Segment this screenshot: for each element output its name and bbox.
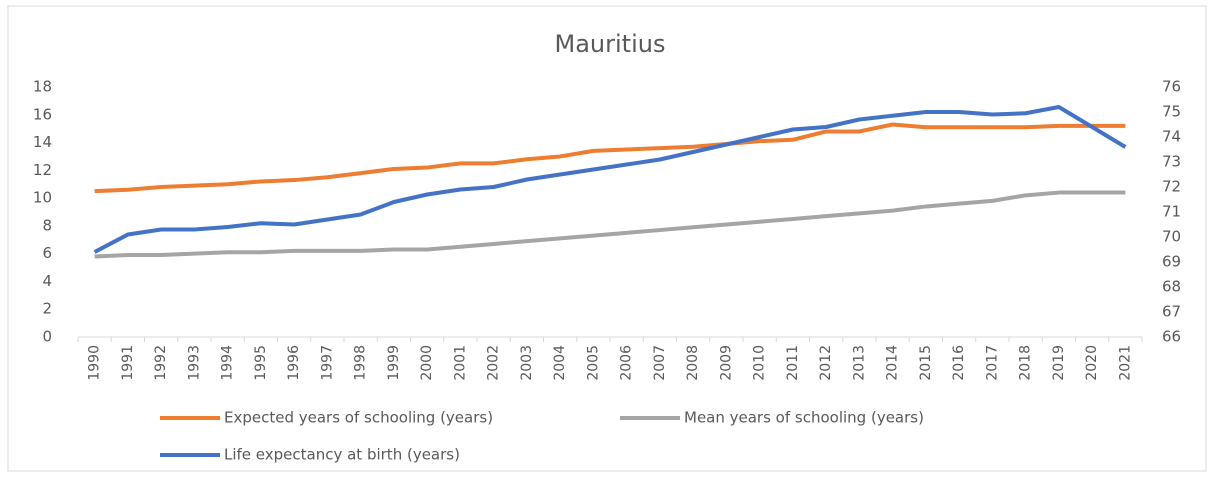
y2-tick-label: 66 (1162, 328, 1181, 346)
legend-label: Life expectancy at birth (years) (224, 446, 460, 464)
x-tick-label: 2012 (818, 345, 834, 381)
x-tick-label: 2016 (951, 345, 967, 381)
x-tick-label: 2010 (752, 345, 768, 381)
x-tick-label: 1999 (386, 345, 402, 381)
y-tick-label: 10 (33, 189, 52, 207)
y-tick-label: 6 (42, 244, 52, 262)
x-tick-label: 1996 (286, 345, 302, 381)
x-tick-label: 1993 (186, 345, 202, 381)
x-tick-label: 1992 (153, 345, 169, 381)
chart-title: Mauritius (555, 30, 666, 58)
x-tick-label: 2011 (785, 345, 801, 381)
x-tick-label: 2000 (419, 345, 435, 381)
series-line (94, 190, 1126, 259)
x-tick-label: 2018 (1018, 345, 1034, 381)
x-tick-label: 2009 (718, 345, 734, 381)
y2-tick-label: 72 (1162, 178, 1181, 196)
y2-tick-label: 76 (1162, 78, 1181, 96)
y2-tick-label: 70 (1162, 228, 1181, 246)
x-tick-label: 2004 (552, 345, 568, 381)
legend-label: Mean years of schooling (years) (684, 409, 924, 427)
x-tick-label: 2001 (452, 345, 468, 381)
y2-tick-label: 71 (1162, 203, 1181, 221)
y-tick-label: 14 (33, 133, 52, 151)
y-tick-label: 2 (42, 300, 52, 318)
y2-tick-label: 68 (1162, 278, 1181, 296)
x-tick-label: 2019 (1051, 345, 1067, 381)
series-line (93, 105, 1127, 254)
y-tick-label: 4 (42, 272, 52, 290)
x-tick-label: 2002 (486, 345, 502, 381)
y2-tick-label: 67 (1162, 303, 1181, 321)
x-tick-label: 1998 (353, 345, 369, 381)
y-tick-label: 12 (33, 161, 52, 179)
y-tick-label: 0 (42, 328, 52, 346)
x-tick-label: 1995 (253, 345, 269, 381)
x-tick-label: 1997 (319, 345, 335, 381)
x-tick-label: 2003 (519, 345, 535, 381)
x-tick-label: 2013 (851, 345, 867, 381)
x-tick-label: 1994 (220, 345, 236, 381)
y2-tick-label: 75 (1162, 103, 1181, 121)
x-tick-label: 1991 (120, 345, 136, 381)
x-tick-label: 2008 (685, 345, 701, 381)
chart-frame (7, 5, 1207, 472)
y2-tick-label: 74 (1162, 128, 1181, 146)
x-tick-label: 2007 (652, 345, 668, 381)
x-tick-label: 2017 (984, 345, 1000, 381)
y2-tick-label: 73 (1162, 153, 1181, 171)
x-tick-label: 2020 (1084, 345, 1100, 381)
y-tick-label: 8 (42, 216, 52, 234)
x-tick-label: 2015 (918, 345, 934, 381)
legend-label: Expected years of schooling (years) (224, 409, 493, 427)
x-tick-label: 2006 (619, 345, 635, 381)
series-line (94, 122, 1126, 194)
y-tick-label: 16 (33, 105, 52, 123)
x-tick-label: 2021 (1117, 345, 1133, 381)
y2-tick-label: 69 (1162, 253, 1181, 271)
x-tick-label: 1990 (87, 345, 103, 381)
y-tick-label: 18 (33, 78, 52, 96)
x-tick-label: 2005 (585, 345, 601, 381)
x-tick-label: 2014 (885, 345, 901, 381)
